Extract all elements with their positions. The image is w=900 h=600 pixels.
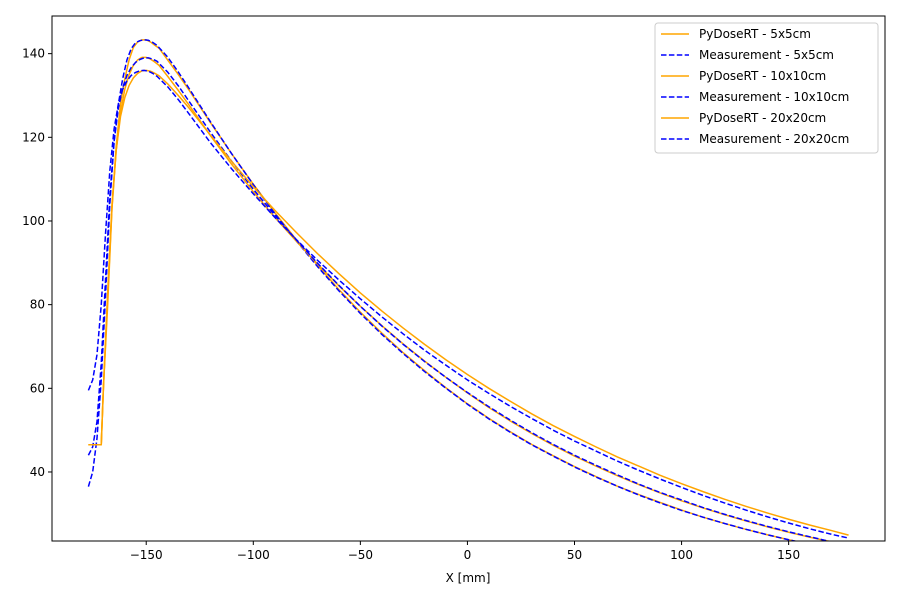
y-tick-label: 100 — [22, 214, 45, 228]
series-line-3 — [87, 57, 832, 541]
series-line-1 — [87, 39, 799, 541]
legend-entry: PyDoseRT - 20x20cm — [661, 111, 826, 125]
axes: −150 −100 −50 0 50 100 150 40 60 80 100 120 140 — [22, 15, 886, 562]
legend-entry: Measurement - 10x10cm — [661, 90, 849, 104]
x-tick-label: −150 — [130, 548, 163, 562]
legend-entry: Measurement - 5x5cm — [661, 48, 834, 62]
legend-label: Measurement - 5x5cm — [699, 48, 834, 62]
y-tick-label: 60 — [30, 381, 45, 395]
y-tick-label: 120 — [22, 130, 45, 144]
x-tick-label: −50 — [348, 548, 373, 562]
x-tick-label: 100 — [670, 548, 693, 562]
legend-label: PyDoseRT - 10x10cm — [699, 69, 826, 83]
axes-frame — [51, 15, 886, 542]
legend-entry: PyDoseRT - 10x10cm — [661, 69, 826, 83]
legend-label: Measurement - 20x20cm — [699, 132, 849, 146]
legend-entry: Measurement - 20x20cm — [661, 132, 849, 146]
plot-area — [87, 39, 849, 541]
series-line-4 — [88, 69, 849, 536]
x-axis-label: X [mm] — [446, 571, 491, 585]
legend-label: PyDoseRT - 5x5cm — [699, 27, 811, 41]
x-tick-label: 50 — [567, 548, 582, 562]
legend-label: PyDoseRT - 20x20cm — [699, 111, 826, 125]
y-tick-label: 80 — [30, 298, 45, 312]
y-tick-label: 140 — [22, 47, 45, 61]
series-line-5 — [87, 69, 849, 539]
legend: PyDoseRT - 5x5cm Measurement - 5x5cm PyDos… — [654, 22, 879, 154]
legend-label: Measurement - 10x10cm — [699, 90, 849, 104]
y-tick-label: 40 — [30, 465, 45, 479]
x-tick-label: −100 — [237, 548, 270, 562]
legend-box — [654, 22, 879, 154]
x-tick-label: 150 — [777, 548, 800, 562]
legend-entry: PyDoseRT - 5x5cm — [661, 27, 811, 41]
x-tick-label: 0 — [464, 548, 472, 562]
